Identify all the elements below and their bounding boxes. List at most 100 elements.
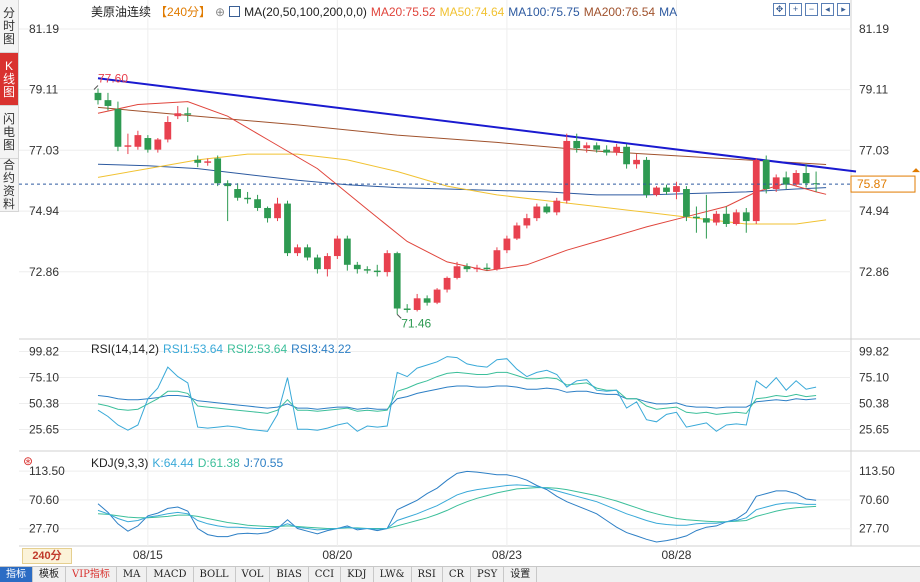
candle-body xyxy=(473,267,481,270)
kdj-params: KDJ(9,3,3) xyxy=(91,456,149,470)
tab-lwr[interactable]: LW& xyxy=(374,567,412,582)
candle-body xyxy=(702,218,710,223)
candle-body xyxy=(393,253,401,309)
candle-body xyxy=(513,225,521,239)
candle-body xyxy=(403,308,411,310)
rsi1-line xyxy=(97,356,817,432)
high-marker xyxy=(93,85,99,90)
period-button[interactable]: 240分 xyxy=(22,548,72,564)
chart-canvas[interactable]: 81.19 81.19 79.11 79.11 77.03 77.03 74.94 74.94… xyxy=(19,0,920,566)
kdj-legend: KDJ(9,3,3) K:64.44 D:61.38 J:70.55 xyxy=(91,456,283,470)
candle-body xyxy=(174,113,182,117)
tab-bias[interactable]: BIAS xyxy=(270,567,309,582)
candle-body xyxy=(164,122,172,140)
candle-body xyxy=(533,206,541,219)
ma-params: MA(20,50,100,200,0,0) xyxy=(244,4,367,19)
candle-body xyxy=(583,145,591,149)
price-tick-left: 77.03 xyxy=(29,143,59,157)
tab-macd[interactable]: MACD xyxy=(147,567,194,582)
time-tick-label: 08/20 xyxy=(322,548,352,562)
tab-settings[interactable]: 设置 xyxy=(504,567,538,582)
tab-boll[interactable]: BOLL xyxy=(194,567,236,582)
ma-icon xyxy=(229,6,241,17)
tab-flash[interactable]: 闪电图 xyxy=(0,106,19,159)
candle-body xyxy=(563,140,571,201)
kdj-tick-left: 70.60 xyxy=(29,493,59,507)
tab-timeshare[interactable]: 分时图 xyxy=(0,0,19,53)
candle-body xyxy=(732,212,740,224)
candle-body xyxy=(194,159,202,163)
left-icon[interactable]: ◂ xyxy=(821,3,834,16)
rsi1-value: RSI1:53.64 xyxy=(163,342,224,356)
arrow-up-icon xyxy=(912,168,920,173)
zoom-out-icon[interactable]: − xyxy=(805,3,818,16)
low-price-label: 71.46 xyxy=(401,316,431,330)
candle-body xyxy=(314,257,321,270)
candle-body xyxy=(214,158,222,184)
tab-contract-info[interactable]: 合约资料 xyxy=(0,159,19,212)
candle-body xyxy=(274,203,281,219)
candle-body xyxy=(363,269,371,271)
price-tick-right: 79.11 xyxy=(859,83,888,97)
price-tick-right: 72.86 xyxy=(859,265,889,279)
ma20-line xyxy=(97,101,827,272)
k-value: K:64.44 xyxy=(152,456,194,470)
rsi2-line xyxy=(97,371,817,415)
candle-body xyxy=(104,100,112,106)
candle-body xyxy=(294,247,301,254)
chart-toolbar: ✥ + − ◂ ▸ xyxy=(773,3,850,16)
crosshair-icon[interactable]: ⊛ xyxy=(23,454,34,468)
j-value: J:70.55 xyxy=(243,456,284,470)
candle-body xyxy=(742,212,750,222)
rsi3-value: RSI3:43.22 xyxy=(291,342,352,356)
low-marker xyxy=(396,313,402,319)
move-icon[interactable]: ✥ xyxy=(773,3,786,16)
tab-rsi[interactable]: RSI xyxy=(412,567,443,582)
kdj-k-line xyxy=(97,484,817,531)
ma100-line xyxy=(97,163,827,196)
zoom-in-icon[interactable]: + xyxy=(789,3,802,16)
tab-indicators[interactable]: 指标 xyxy=(0,567,33,582)
candle-body xyxy=(453,266,461,278)
kdj-tick-right: 27.70 xyxy=(859,522,889,536)
tab-kdj[interactable]: KDJ xyxy=(341,567,374,582)
tab-templates[interactable]: 模板 xyxy=(33,567,66,582)
rsi-tick-right: 50.38 xyxy=(859,397,889,411)
tab-psy[interactable]: PSY xyxy=(471,567,505,582)
price-legend: 美原油连续 【240分】 ⊕ MA(20,50,100,200,0,0) MA2… xyxy=(91,3,677,20)
ma100-value: MA100:75.75 xyxy=(508,4,580,19)
kline-chart[interactable]: 81.19 81.19 79.11 79.11 77.03 77.03 74.94 74.94… xyxy=(19,0,920,566)
candle-body xyxy=(284,203,291,254)
tab-kline[interactable]: K线图 xyxy=(0,53,19,106)
candle-body xyxy=(94,92,102,101)
price-tick-left: 74.94 xyxy=(29,204,59,218)
tab-vol[interactable]: VOL xyxy=(236,567,271,582)
candle-body xyxy=(673,186,680,192)
settings-icon[interactable]: ⊕ xyxy=(215,4,226,19)
tab-ma[interactable]: MA xyxy=(117,567,148,582)
indicator-tabs: 指标 模板 VIP指标 MA MACD BOLL VOL BIAS CCI KD… xyxy=(0,566,920,582)
right-icon[interactable]: ▸ xyxy=(837,3,850,16)
candle-body xyxy=(443,277,451,290)
tab-cci[interactable]: CCI xyxy=(309,567,342,582)
instrument-title: 美原油连续 xyxy=(91,5,152,19)
candle-body xyxy=(722,213,730,224)
candle-body xyxy=(483,267,491,270)
candle-body xyxy=(204,161,212,163)
last-price-value: 75.87 xyxy=(857,177,887,191)
candle-body xyxy=(224,183,232,187)
candle-body xyxy=(124,145,132,147)
tab-vip-indicators[interactable]: VIP指标 xyxy=(66,567,117,582)
time-tick-label: 08/15 xyxy=(133,548,163,562)
candle-body xyxy=(264,207,271,219)
rsi-tick-left: 50.38 xyxy=(29,397,59,411)
period-label[interactable]: 【240分】 xyxy=(155,5,212,19)
time-tick-label: 08/28 xyxy=(661,548,691,562)
rsi-tick-left: 99.82 xyxy=(29,345,59,359)
tab-cr[interactable]: CR xyxy=(443,567,472,582)
candle-body xyxy=(752,159,760,222)
candle-body xyxy=(463,266,471,270)
candle-body xyxy=(573,140,581,149)
rsi-params: RSI(14,14,2) xyxy=(91,342,160,356)
candle-body xyxy=(503,238,511,251)
